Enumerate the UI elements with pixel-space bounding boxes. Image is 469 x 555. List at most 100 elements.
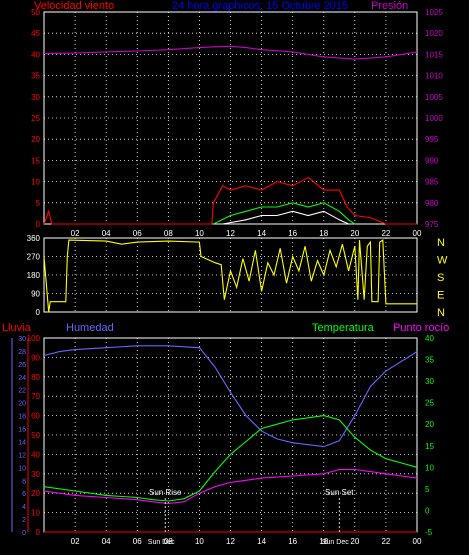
series-line-0 (43, 345, 418, 448)
left2-tick-label: 12 (18, 452, 26, 459)
x-tick-label: 08 (164, 229, 173, 238)
left2-tick-label: 4 (22, 504, 26, 511)
x-tick-label: 18 (319, 537, 328, 546)
left-tick-label: 90 (31, 290, 40, 299)
left2-tick-label: 24 (18, 375, 26, 382)
left-tick-label: 270 (27, 253, 41, 262)
left-tick-label: 30 (31, 470, 40, 479)
right-tick-label: 980 (425, 199, 439, 208)
dewpoint-title: Punto rocío (393, 322, 449, 334)
series-line-0 (43, 45, 418, 60)
left-tick-label: 50 (31, 8, 40, 17)
left-tick-label: 0 (36, 220, 41, 229)
rain-title: Lluvia (2, 322, 32, 334)
x-tick-label: 06 (133, 537, 142, 546)
left-tick-label: 90 (31, 353, 40, 362)
left-tick-label: 10 (31, 178, 40, 187)
x-tick-label: 22 (381, 229, 390, 238)
annotation-label: Sun Dec (322, 539, 349, 546)
x-tick-label: 18 (319, 229, 328, 238)
wind-speed-title: Velocidad viento (34, 0, 114, 12)
x-tick-label: 06 (133, 229, 142, 238)
left-tick-label: 60 (31, 412, 40, 421)
left2-tick-label: 14 (18, 439, 26, 446)
left-tick-label: 10 (31, 509, 40, 518)
left2-tick-label: 20 (18, 401, 26, 408)
x-tick-label: 20 (350, 537, 359, 546)
series-line-2 (43, 468, 418, 505)
x-tick-label: 02 (71, 537, 80, 546)
right-tick-label: 975 (425, 220, 439, 229)
compass-label: S (437, 272, 444, 284)
left-tick-label: 45 (31, 29, 40, 38)
series-line-3 (222, 210, 349, 225)
x-tick-label: 00 (413, 229, 422, 238)
x-tick-label: 16 (288, 229, 297, 238)
x-tick-label: 08 (164, 537, 173, 546)
right-tick-label: 35 (425, 356, 434, 365)
right-tick-label: 990 (425, 156, 439, 165)
right-tick-label: 30 (425, 377, 434, 386)
left2-tick-label: 6 (22, 491, 26, 498)
right-tick-label: 1005 (425, 93, 443, 102)
annotation-label: Sun Set (325, 488, 354, 497)
right-tick-label: 1010 (425, 72, 443, 81)
left2-tick-label: 8 (22, 478, 26, 485)
humidity-title: Humedad (66, 322, 114, 334)
x-tick-label: 04 (102, 537, 111, 546)
x-tick-label: 14 (257, 229, 266, 238)
series-line-1 (43, 415, 418, 502)
x-tick-label: 16 (288, 537, 297, 546)
right-tick-label: 985 (425, 178, 439, 187)
left-tick-label: 15 (31, 156, 40, 165)
x-tick-label: 10 (195, 229, 204, 238)
x-tick-label: 14 (257, 537, 266, 546)
right-tick-label: 0 (425, 506, 430, 515)
x-tick-label: 22 (381, 537, 390, 546)
left-tick-label: 20 (31, 489, 40, 498)
compass-label: N (437, 307, 445, 319)
right-tick-label: 10 (425, 463, 434, 472)
humidity-temp-panel: Lluvia Humedad Temperatura Punto rocío 0… (2, 322, 449, 546)
compass-label: N (437, 237, 445, 249)
x-tick-label: 20 (350, 229, 359, 238)
left-tick-label: 80 (31, 373, 40, 382)
annotation-label: Sun Rise (149, 488, 182, 497)
left2-tick-label: 26 (18, 362, 26, 369)
x-tick-label: 02 (71, 229, 80, 238)
chart-title: 24 hora graphicos: 15 Octubre 2015 (172, 0, 348, 12)
left-tick-label: 20 (31, 135, 40, 144)
left-tick-label: 100 (27, 334, 41, 343)
left-tick-label: 0 (36, 528, 41, 537)
left-tick-label: 40 (31, 450, 40, 459)
left2-tick-label: 28 (18, 349, 26, 356)
right-tick-label: 15 (425, 442, 434, 451)
left-tick-label: 35 (31, 72, 40, 81)
wind-pressure-panel: Velocidad viento 24 hora graphicos: 15 O… (31, 0, 443, 238)
right-tick-label: 1015 (425, 50, 443, 59)
left2-tick-label: 16 (18, 427, 26, 434)
right-tick-label: 5 (425, 485, 430, 494)
right-tick-label: 25 (425, 399, 434, 408)
left-tick-label: 5 (36, 199, 41, 208)
right-tick-label: 1020 (425, 29, 443, 38)
compass-label: E (437, 290, 444, 302)
x-tick-label: 00 (413, 537, 422, 546)
left2-tick-label: 2 (22, 517, 26, 524)
x-tick-label: 10 (195, 537, 204, 546)
left-tick-label: 30 (31, 93, 40, 102)
series-line-0 (43, 239, 417, 313)
pressure-title: Presión (371, 0, 408, 12)
left2-tick-label: 30 (18, 336, 26, 343)
left-tick-label: 70 (31, 392, 40, 401)
left-tick-label: 40 (31, 50, 40, 59)
compass-label: W (437, 255, 448, 267)
left-tick-label: 0 (36, 308, 41, 317)
right-tick-label: 40 (425, 334, 434, 343)
right-tick-label: 1025 (425, 8, 443, 17)
right-tick-label: 995 (425, 135, 439, 144)
x-tick-label: 04 (102, 229, 111, 238)
left-tick-label: 360 (27, 234, 41, 243)
